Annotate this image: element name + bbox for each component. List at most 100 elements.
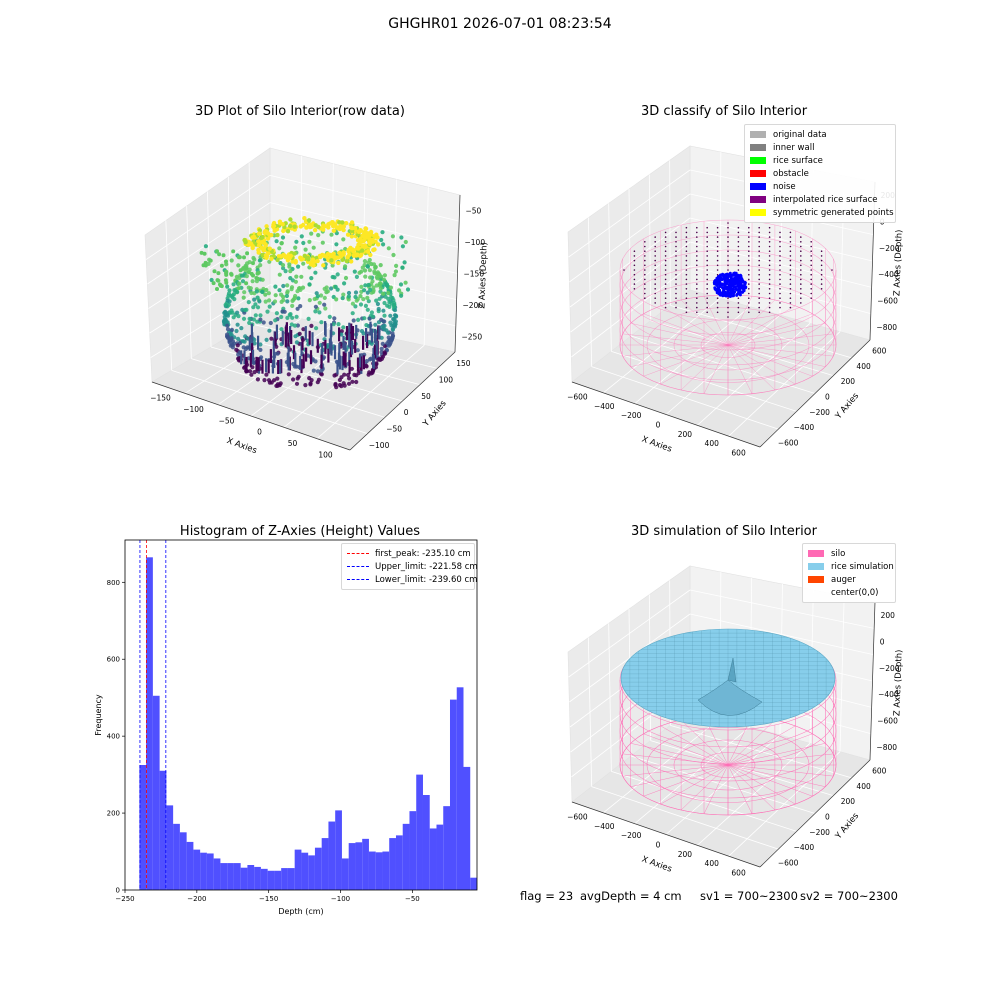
raw-3d-plot[interactable]: −150−100−50050100−100−50050100150−50−100… (80, 120, 580, 500)
interpolated-point (748, 278, 750, 281)
interpolated-point (654, 273, 656, 276)
data-point (392, 308, 398, 313)
interpolated-point (696, 245, 698, 248)
interpolated-point (727, 255, 729, 257)
data-point (240, 339, 246, 344)
interpolated-point (633, 288, 636, 290)
interpolated-point (831, 269, 833, 271)
interpolated-point (633, 255, 636, 257)
data-point (251, 273, 255, 278)
interpolated-point (748, 255, 750, 257)
data-point (352, 226, 358, 231)
interpolated-point (768, 264, 771, 267)
data-point (322, 224, 327, 229)
data-point (311, 245, 316, 250)
data-point (229, 258, 234, 263)
z-axis-label: Z Axies (Depth) (892, 229, 904, 296)
interpolated-point (716, 264, 719, 267)
data-point (385, 341, 390, 346)
data-point (388, 320, 393, 325)
histogram-bar (436, 824, 444, 890)
data-point (379, 350, 384, 355)
interpolated-point (789, 306, 792, 309)
interpolated-point (644, 250, 646, 252)
noise-point (737, 276, 741, 280)
data-point (380, 341, 385, 346)
y-tick-label: −100 (369, 441, 390, 450)
y-tick-label: −50 (386, 425, 402, 434)
histogram-bar (274, 870, 282, 890)
interpolated-point (706, 283, 708, 285)
interpolated-point (800, 250, 802, 252)
data-point (298, 255, 303, 260)
x-tick-label: 100 (318, 450, 333, 459)
data-point (403, 280, 408, 285)
interpolated-point (779, 255, 781, 257)
legend-line (347, 553, 369, 554)
data-point (236, 314, 241, 319)
noise-point (713, 286, 717, 290)
data-point (283, 269, 288, 274)
y-tick-label: 800 (107, 579, 120, 587)
data-point (252, 257, 257, 262)
interpolated-point (644, 297, 646, 299)
data-point (209, 277, 214, 283)
x-tick-label: −200 (621, 411, 642, 420)
data-point (400, 265, 405, 270)
data-point (237, 281, 242, 286)
legend-label: center(0,0) (831, 587, 879, 598)
interpolated-point (779, 283, 781, 285)
classify-3d-plot[interactable]: −600−400−2000200400600−600−400−200020040… (530, 120, 990, 480)
interpolated-point (748, 241, 750, 243)
noise-point (727, 282, 731, 286)
y-axis-label: Y Axies (833, 811, 861, 842)
data-point (306, 316, 311, 321)
interpolated-point (779, 264, 781, 267)
interpolated-point (696, 259, 698, 262)
data-point (370, 314, 376, 319)
interpolated-point (789, 283, 792, 285)
interpolated-point (685, 250, 688, 252)
data-point (273, 284, 278, 289)
interpolated-point (758, 273, 760, 276)
interpolated-point (748, 297, 750, 299)
histogram-bar (267, 870, 275, 890)
interpolated-point (768, 273, 771, 276)
interpolated-point (810, 250, 812, 252)
histogram-bar (206, 853, 214, 890)
data-point (255, 276, 260, 281)
data-point (273, 293, 278, 298)
histogram-bar (328, 821, 336, 890)
interpolated-point (758, 236, 760, 238)
legend-item-center: center(0,0) (808, 586, 890, 599)
y-tick-label: −200 (809, 828, 830, 837)
data-point (349, 366, 354, 371)
data-point (269, 256, 274, 261)
data-point (286, 372, 291, 377)
histogram-bar (335, 810, 342, 890)
interpolated-point (758, 259, 760, 262)
data-point (381, 308, 386, 313)
y-tick-label: 0 (825, 813, 830, 822)
interpolated-point (706, 292, 708, 295)
z-tick-label: −100 (465, 238, 486, 247)
interpolated-point (696, 302, 698, 304)
interpolated-point (654, 283, 656, 285)
simulation-3d-plot[interactable]: −600−400−2000200400600−600−400−200020040… (530, 540, 990, 900)
histogram-chart[interactable]: −250 −200 −150 −100 −50 0 200 400 600 800 Depth (c… (70, 530, 570, 920)
interpolated-point (675, 269, 677, 271)
data-point (257, 228, 263, 233)
interpolated-point (789, 297, 792, 299)
data-point (225, 313, 231, 318)
interpolated-point (706, 269, 708, 271)
interpolated-point (644, 283, 646, 285)
data-point (235, 310, 240, 315)
data-point (355, 348, 360, 353)
histogram-bar (186, 841, 194, 890)
histogram-bar (301, 852, 309, 890)
data-point (264, 229, 269, 234)
interpolated-point (758, 231, 760, 234)
z-tick-label: −800 (876, 323, 897, 332)
data-point (349, 259, 354, 264)
data-point (308, 382, 313, 387)
